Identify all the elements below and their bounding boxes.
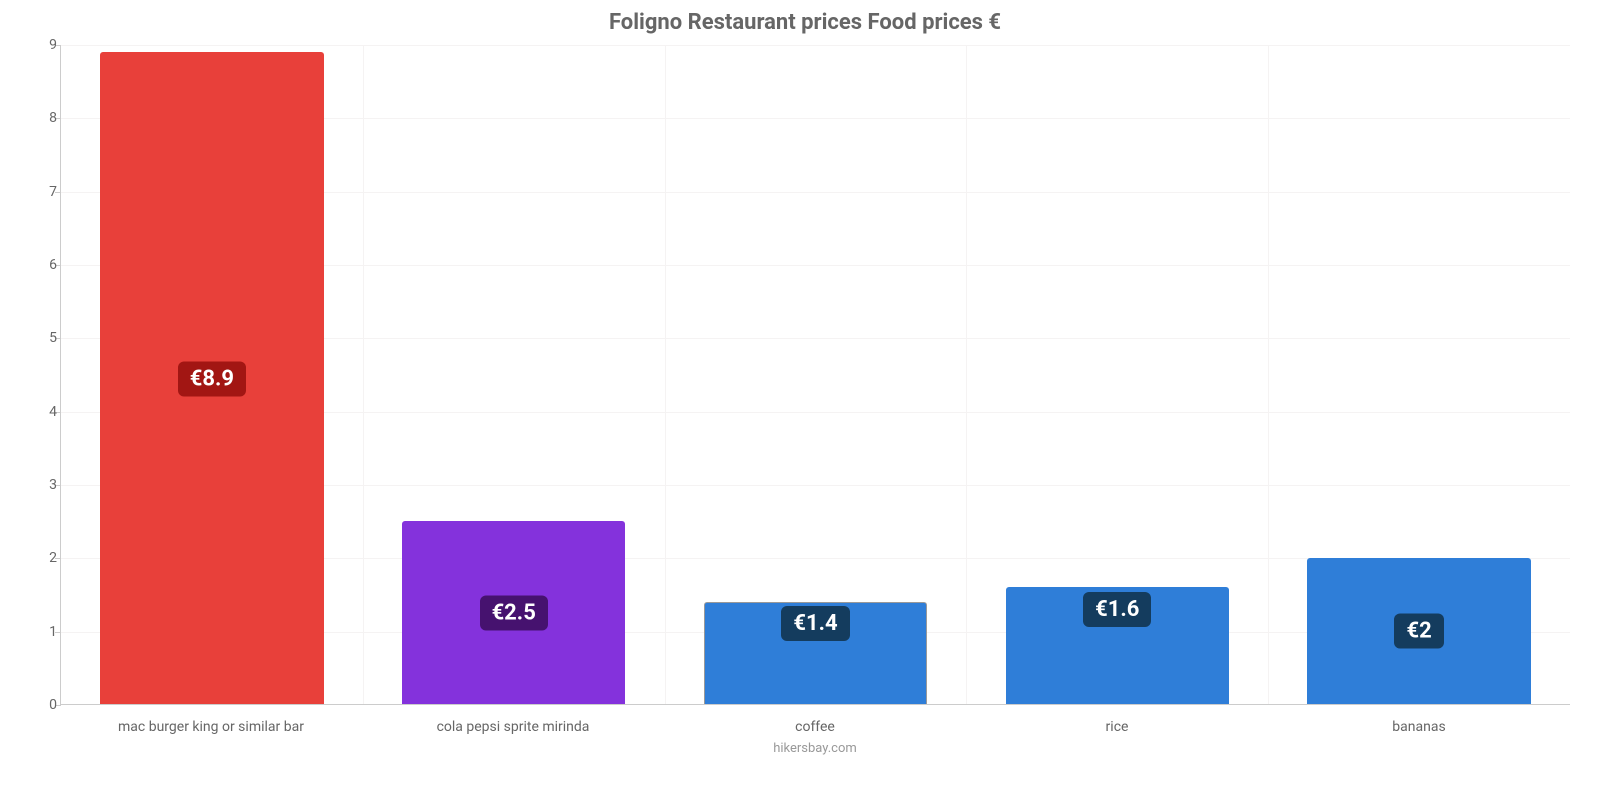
y-tick-label: 6 bbox=[31, 257, 57, 273]
y-tick-label: 5 bbox=[31, 330, 57, 346]
chart-title: Foligno Restaurant prices Food prices € bbox=[40, 10, 1570, 35]
bar-value-label: €2.5 bbox=[480, 595, 548, 630]
y-tick-label: 9 bbox=[31, 37, 57, 53]
bar: €2.5 bbox=[402, 521, 625, 704]
bar: €8.9 bbox=[100, 52, 323, 704]
y-tick-label: 8 bbox=[31, 110, 57, 126]
bar-value-label: €8.9 bbox=[178, 361, 246, 396]
x-axis-labels: mac burger king or similar barcola pepsi… bbox=[60, 719, 1570, 735]
y-tick-label: 3 bbox=[31, 477, 57, 493]
y-tick-label: 4 bbox=[31, 404, 57, 420]
bar-slot: €2.5 bbox=[363, 45, 665, 704]
bar-value-label: €1.6 bbox=[1083, 592, 1151, 627]
y-tick-label: 2 bbox=[31, 550, 57, 566]
bar-slot: €8.9 bbox=[61, 45, 363, 704]
bars-group: €8.9 €2.5 €1.4 €1.6 €2 bbox=[61, 45, 1570, 704]
credit-text: hikersbay.com bbox=[60, 741, 1570, 756]
bar-slot: €2 bbox=[1268, 45, 1570, 704]
plot-area: 0123456789 €8.9€2.5€1.4€1.6€2 bbox=[60, 45, 1570, 705]
x-axis-label: mac burger king or similar bar bbox=[60, 719, 362, 735]
bar: €1.4 bbox=[704, 602, 927, 705]
x-axis-label: coffee bbox=[664, 719, 966, 735]
y-tick-label: 0 bbox=[31, 697, 57, 713]
bar: €2 bbox=[1307, 558, 1530, 704]
y-tick-label: 1 bbox=[31, 624, 57, 640]
bar-slot: €1.6 bbox=[966, 45, 1268, 704]
chart-container: Foligno Restaurant prices Food prices € … bbox=[40, 10, 1570, 750]
bar-value-label: €2 bbox=[1394, 614, 1443, 649]
x-axis-label: bananas bbox=[1268, 719, 1570, 735]
bar-value-label: €1.4 bbox=[781, 606, 849, 641]
bar: €1.6 bbox=[1006, 587, 1229, 704]
y-tick-label: 7 bbox=[31, 184, 57, 200]
x-axis-label: rice bbox=[966, 719, 1268, 735]
x-axis-label: cola pepsi sprite mirinda bbox=[362, 719, 664, 735]
bar-slot: €1.4 bbox=[665, 45, 967, 704]
